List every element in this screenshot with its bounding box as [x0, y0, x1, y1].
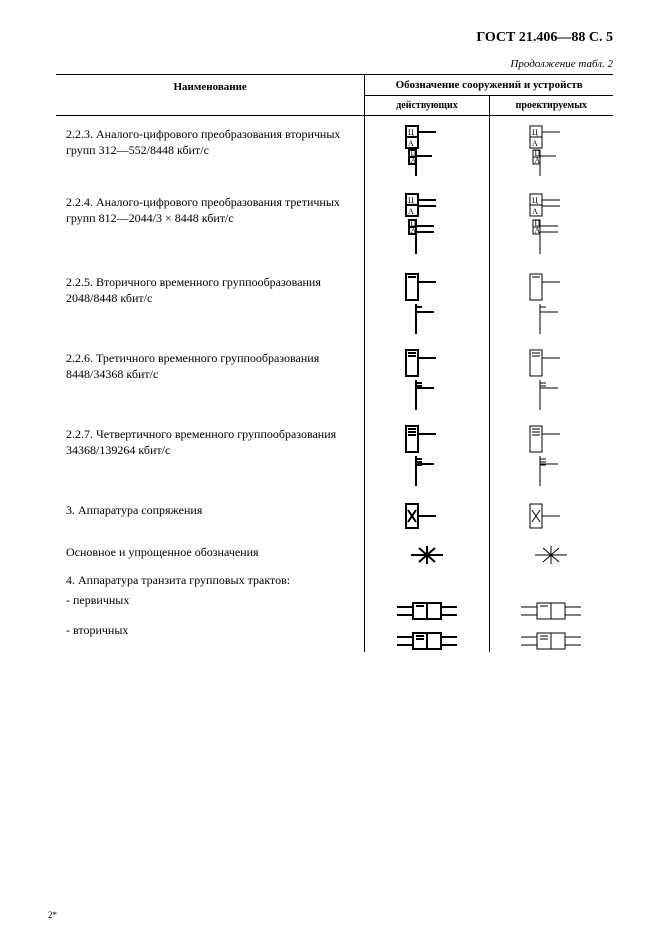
table-row: 2.2.7. Четвертичного временного группооб…: [56, 416, 613, 492]
table-row: 3. Аппаратура сопряжения: [56, 492, 613, 534]
symbol-existing: [365, 592, 489, 622]
symbol-existing: ЦАЦА: [365, 184, 489, 264]
symbol-existing: [365, 416, 489, 492]
symbol-designed: [489, 492, 613, 534]
symbol-designed: ЦАЦА: [489, 184, 613, 264]
row-name: 2.2.4. Аналого-цифрового преобразования …: [56, 184, 365, 264]
symbol-designed: [489, 592, 613, 622]
symbol-existing: [365, 622, 489, 652]
col-group-label: Обозначение сооружений и устройств: [396, 79, 583, 91]
table-row: Основное и упрощенное обозначения: [56, 534, 613, 568]
symbol-existing: [365, 340, 489, 416]
col-designed: проектируемых: [489, 96, 613, 116]
col-existing: действующих: [365, 96, 489, 116]
symbol-designed: [489, 622, 613, 652]
table-row: 2.2.4. Аналого-цифрового преобразования …: [56, 184, 613, 264]
row-name: 2.2.3. Аналого-цифрового преобразования …: [56, 116, 365, 185]
symbol-designed: [489, 340, 613, 416]
table-row: - вторичных: [56, 622, 613, 652]
svg-text:Ц: Ц: [532, 196, 538, 205]
row-name: 3. Аппаратура сопряжения: [56, 492, 365, 534]
svg-text:Ц: Ц: [532, 128, 538, 137]
svg-text:Ц: Ц: [408, 128, 414, 137]
row-name: 2.2.6. Третичного временного группообраз…: [56, 340, 365, 416]
svg-text:А: А: [408, 207, 414, 216]
page-header: ГОСТ 21.406—88 С. 5: [56, 30, 613, 46]
symbol-designed: [489, 416, 613, 492]
symbol-existing: [365, 492, 489, 534]
col-name-label: Наименование: [173, 81, 246, 93]
row-name: 2.2.7. Четвертичного временного группооб…: [56, 416, 365, 492]
continuation-caption: Продолжение табл. 2: [56, 58, 613, 70]
svg-text:А: А: [535, 226, 541, 235]
row-name: 2.2.5. Вторичного временного группообраз…: [56, 264, 365, 340]
col-designed-label: проектируемых: [516, 100, 587, 111]
symbols-table: Наименование Обозначение сооружений и ус…: [56, 74, 613, 652]
symbol-designed: [489, 568, 613, 592]
row-name: Основное и упрощенное обозначения: [56, 534, 365, 568]
table-row: 2.2.6. Третичного временного группообраз…: [56, 340, 613, 416]
symbol-existing: [365, 264, 489, 340]
svg-text:А: А: [408, 139, 414, 148]
svg-text:А: А: [410, 156, 416, 165]
footnote: 2*: [48, 910, 57, 920]
col-group: Обозначение сооружений и устройств: [365, 75, 613, 96]
svg-text:А: А: [532, 139, 538, 148]
svg-text:А: А: [532, 207, 538, 216]
symbol-existing: ЦАЦА: [365, 116, 489, 185]
symbol-designed: [489, 264, 613, 340]
col-existing-label: действующих: [396, 100, 458, 111]
symbol-existing: [365, 568, 489, 592]
svg-text:А: А: [410, 226, 416, 235]
symbol-designed: ЦАЦА: [489, 116, 613, 185]
svg-text:А: А: [535, 156, 541, 165]
row-name: - первичных: [56, 592, 365, 622]
row-name: - вторичных: [56, 622, 365, 652]
col-name: Наименование: [56, 75, 365, 116]
symbol-existing: [365, 534, 489, 568]
row-name: 4. Аппаратура транзита групповых трактов…: [56, 568, 365, 592]
table-row: 2.2.3. Аналого-цифрового преобразования …: [56, 116, 613, 185]
table-row: - первичных: [56, 592, 613, 622]
table-row: 2.2.5. Вторичного временного группообраз…: [56, 264, 613, 340]
table-row: 4. Аппаратура транзита групповых трактов…: [56, 568, 613, 592]
svg-text:Ц: Ц: [408, 196, 414, 205]
symbol-designed: [489, 534, 613, 568]
